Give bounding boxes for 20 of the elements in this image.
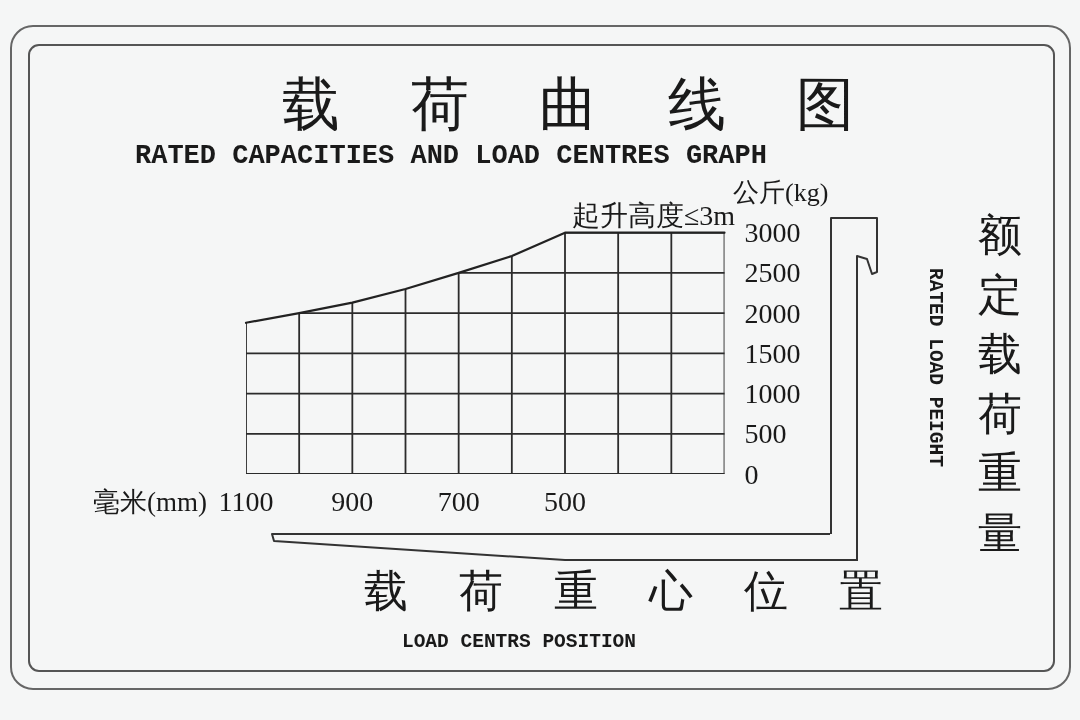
y-tick-label: 1000	[744, 378, 801, 410]
text: RATED LOAD PEIGHT	[924, 268, 946, 468]
y-tick-label: 2500	[744, 257, 801, 289]
x-tick-label: 900	[331, 486, 374, 517]
x-tick-label: 1100	[218, 486, 274, 517]
chart-subtitle: RATED CAPACITIES AND LOAD CENTRES GRAPH	[135, 141, 767, 171]
text: 额定载荷重量	[978, 211, 1022, 558]
x-axis-title: 毫米(mm)	[93, 487, 207, 517]
text: 起升高度≤3m	[572, 200, 736, 231]
chart-title: 载荷曲线图	[282, 72, 854, 137]
y-tick-label: 1500	[744, 337, 801, 369]
y-axis-title: 公斤(kg)	[733, 178, 829, 207]
y-tick-label: 500	[744, 418, 787, 450]
y-tick-label: 0	[744, 458, 759, 490]
y-tick-label: 3000	[744, 217, 801, 249]
y-tick-label: 2000	[744, 297, 801, 329]
text: LOAD CENTRS POSITION	[401, 631, 637, 653]
text: 载荷重心位置	[364, 567, 883, 616]
x-tick-label: 500	[544, 486, 586, 517]
x-tick-label: 700	[437, 486, 480, 517]
